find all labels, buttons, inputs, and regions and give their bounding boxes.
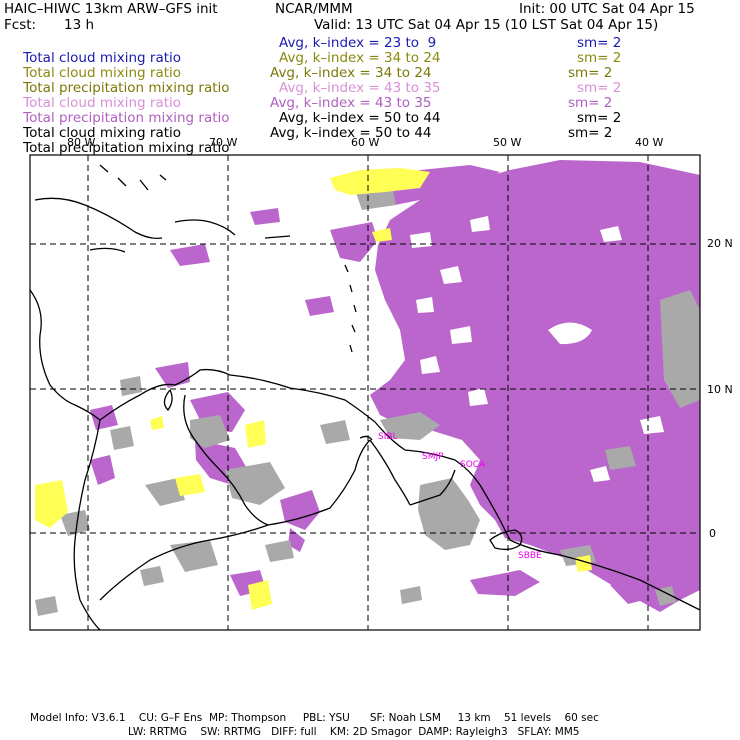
station-label: SBBE bbox=[518, 551, 542, 561]
field-row: Total precipitation mixing ratio bbox=[6, 126, 230, 171]
field-name: Total cloud mixing ratio bbox=[23, 65, 182, 81]
field-smooth: sm= 2 bbox=[568, 65, 613, 81]
forecast-label: Fcst: bbox=[4, 17, 37, 33]
lat-label: 0 bbox=[709, 527, 716, 540]
forecast-hour: 13 h bbox=[64, 17, 95, 33]
field-avg: Avg, k–index = 34 to 24 bbox=[279, 50, 441, 66]
lon-label: 40 W bbox=[635, 136, 664, 149]
lat-label: 10 N bbox=[707, 383, 733, 396]
field-smooth: sm= 2 bbox=[577, 110, 622, 126]
lat-lon-grid bbox=[30, 155, 700, 630]
field-row: Total cloud mixing ratio bbox=[6, 36, 181, 81]
field-name: Total precipitation mixing ratio bbox=[23, 80, 230, 96]
field-row: Total precipitation mixing ratio bbox=[6, 96, 230, 141]
field-avg: Avg, k–index = 43 to 35 bbox=[279, 80, 441, 96]
field-avg: Avg, k–index = 23 to 9 bbox=[279, 35, 437, 51]
field-name: Total precipitation mixing ratio bbox=[23, 140, 230, 156]
model-info-line1: Model Info: V3.6.1 CU: G–F Ens MP: Thomp… bbox=[30, 712, 599, 724]
field-smooth: sm= 2 bbox=[577, 35, 622, 51]
field-avg: Avg, k–index = 50 to 44 bbox=[279, 110, 441, 126]
field-row: Total cloud mixing ratio bbox=[6, 51, 181, 96]
lon-label: 80 W bbox=[67, 136, 96, 149]
station-label: SOCA bbox=[460, 460, 486, 470]
field-row: Total cloud mixing ratio bbox=[6, 81, 181, 126]
valid-time: Valid: 13 UTC Sat 04 Apr 15 (10 LST Sat … bbox=[314, 17, 659, 33]
field-avg: Avg, k–index = 50 to 44 bbox=[270, 125, 432, 141]
field-smooth: sm= 2 bbox=[577, 80, 622, 96]
field-name: Total precipitation mixing ratio bbox=[23, 110, 230, 126]
field-avg: Avg, k–index = 34 to 24 bbox=[270, 65, 432, 81]
station-label: SMJP bbox=[422, 452, 444, 462]
field-smooth: sm= 2 bbox=[568, 125, 613, 141]
field-smooth: sm= 2 bbox=[568, 95, 613, 111]
model-title: HAIC–HIWC 13km ARW–GFS init bbox=[4, 1, 218, 17]
model-info-line2: LW: RRTMG SW: RRTMG DIFF: full KM: 2D Sm… bbox=[128, 726, 580, 738]
station-label: SIBL bbox=[378, 432, 398, 442]
lat-label: 20 N bbox=[707, 237, 733, 250]
field-avg: Avg, k–index = 43 to 35 bbox=[270, 95, 432, 111]
field-name: Total cloud mixing ratio bbox=[23, 50, 182, 66]
field-row: Total cloud mixing ratio bbox=[6, 111, 181, 156]
field-name: Total cloud mixing ratio bbox=[23, 125, 182, 141]
lon-label: 70 W bbox=[209, 136, 238, 149]
field-name: Total cloud mixing ratio bbox=[23, 95, 182, 111]
org-label: NCAR/MMM bbox=[275, 1, 353, 17]
map-frame bbox=[29, 154, 701, 631]
field-smooth: sm= 2 bbox=[577, 50, 622, 66]
lon-label: 60 W bbox=[351, 136, 380, 149]
coastlines bbox=[30, 164, 700, 630]
cloud-field-yellow bbox=[35, 168, 592, 610]
field-row: Total precipitation mixing ratio bbox=[6, 66, 230, 111]
init-time: Init: 00 UTC Sat 04 Apr 15 bbox=[519, 1, 695, 17]
cloud-gaps bbox=[410, 216, 664, 482]
lon-label: 50 W bbox=[493, 136, 522, 149]
